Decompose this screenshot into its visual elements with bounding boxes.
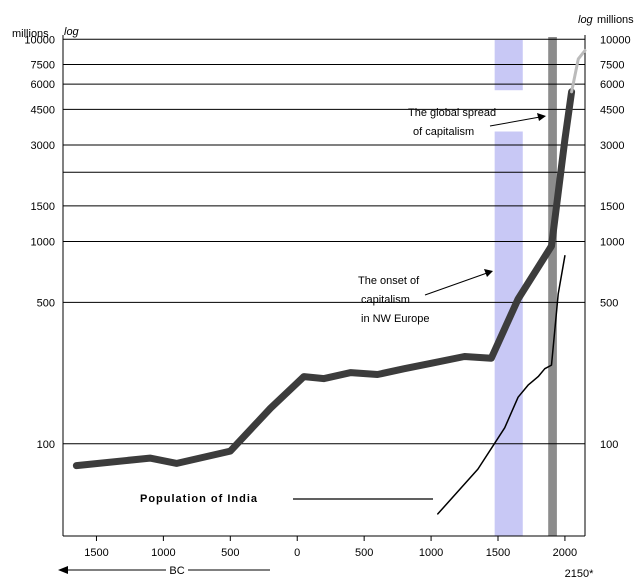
band-0-upper [494,40,523,91]
y-tick-label-left-1: 7500 [31,60,55,72]
x-tick-label-2: 500 [221,547,239,559]
y-scale-label-left: log [64,26,80,38]
y-unit-label-right: millions [597,14,634,26]
y-tick-label-left-2: 6000 [31,79,55,91]
y-tick-label-left-9: 100 [37,439,55,451]
x-tick-label-3: 0 [294,547,300,559]
x-tick-label-4: 500 [355,547,373,559]
y-unit-label-left: millions [12,28,49,40]
y-tick-label-left-4: 3000 [31,140,55,152]
tick-labels: 1500 1000 500 0 500 1000 1500 2000 2150* 10000 100… [24,34,630,578]
bc-label-bg [166,564,188,576]
annotation-onset-line-3: in NW Europe [361,313,429,325]
annotation-india: Population of India [140,493,433,505]
annotation-india-label: Population of India [140,493,258,505]
x-tick-label-7: 2000 [553,547,577,559]
series-line-2 [437,255,566,515]
y-tick-label-right-8: 500 [600,297,618,309]
series-line-0 [72,88,576,470]
annotation-global-arrow [489,116,541,127]
series-line-1 [570,49,587,94]
data-series [72,49,587,515]
bc-indicator: BC [58,564,270,577]
x-tick-label-6: 1500 [486,547,510,559]
y-scale-label-right: log [578,14,594,26]
gridlines [63,38,585,445]
x-tick-label-extra: 2150* [565,568,594,578]
annotation-global-line-1: The global spread [408,107,496,119]
annotation-onset-line-1: The onset of [358,275,420,287]
annotation-onset-capitalism: The onset of capitalism in NW Europe [358,269,493,325]
y-tick-label-left-3: 4500 [31,104,55,116]
x-tick-label-5: 1000 [419,547,443,559]
y-tick-label-right-3: 4500 [600,104,624,116]
annotation-global-line-2: of capitalism [413,126,474,138]
axes [62,35,586,541]
annotation-onset-line-2: capitalism [361,294,410,306]
y-tick-label-right-0: 10000 [600,34,631,46]
bc-label: BC [169,565,184,577]
annotation-onset-arrow [424,272,488,296]
band-1 [548,37,557,536]
y-tick-label-left-7: 1000 [31,237,55,249]
y-tick-label-right-7: 1000 [600,237,624,249]
x-tick-label-1: 1000 [151,547,175,559]
y-tick-label-right-4: 3000 [600,140,624,152]
y-tick-label-right-2: 6000 [600,79,624,91]
y-tick-label-right-6: 1500 [600,201,624,213]
y-tick-label-left-6: 1500 [31,201,55,213]
y-tick-label-left-0: 10000 [24,34,55,46]
annotation-global-spread: The global spread of capitalism [408,107,546,138]
y-tick-label-right-9: 100 [600,439,618,451]
y-tick-label-left-8: 500 [37,297,55,309]
annotation-onset-arrowhead [484,269,493,277]
bc-arrowhead [58,566,68,574]
annotation-global-arrowhead [537,113,546,121]
x-tick-label-0: 1500 [84,547,108,559]
y-tick-label-right-1: 7500 [600,60,624,72]
